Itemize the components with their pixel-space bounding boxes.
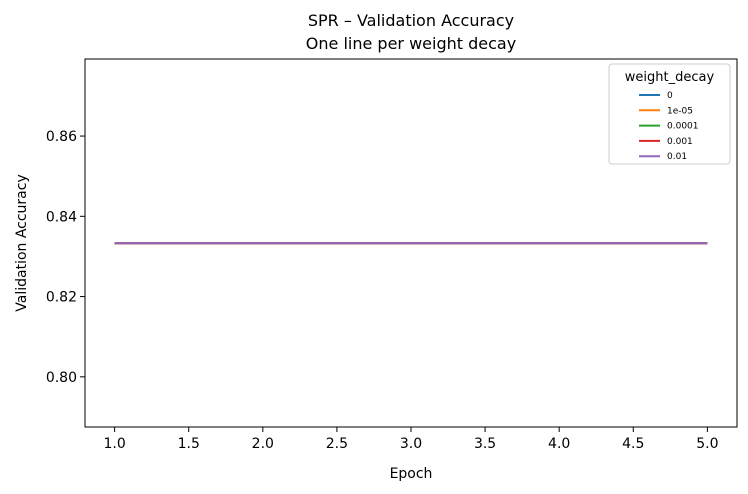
x-tick-label: 4.0	[548, 436, 570, 452]
y-axis: 0.80 0.82 0.84 0.86	[46, 129, 85, 386]
y-axis-label: Validation Accuracy	[14, 174, 30, 312]
legend-label: 0.01	[667, 152, 687, 162]
x-tick-label: 3.0	[400, 436, 422, 452]
legend-label: 1e-05	[667, 106, 693, 116]
x-tick-label: 1.5	[178, 436, 200, 452]
legend-label: 0	[667, 91, 673, 101]
x-tick-label: 4.5	[622, 436, 644, 452]
legend-label: 0.0001	[667, 122, 699, 132]
legend-title: weight_decay	[625, 70, 715, 85]
y-tick-label: 0.82	[46, 290, 77, 306]
chart-title: SPR – Validation Accuracy	[308, 11, 514, 30]
y-tick-label: 0.84	[46, 209, 77, 225]
x-tick-label: 5.0	[696, 436, 718, 452]
legend: weight_decay 0 1e-05 0.0001 0.001 0.01	[608, 63, 731, 165]
legend-entries: 0 1e-05 0.0001 0.001 0.01	[639, 91, 699, 162]
x-tick-label: 3.5	[474, 436, 496, 452]
x-tick-label: 2.0	[252, 436, 274, 452]
x-axis: 1.0 1.5 2.0 2.5 3.0 3.5 4.0 4.5 5.0	[104, 427, 718, 452]
x-axis-label: Epoch	[390, 466, 433, 482]
y-tick-label: 0.80	[46, 370, 77, 386]
y-tick-label: 0.86	[46, 129, 77, 145]
legend-box	[608, 63, 731, 165]
x-tick-label: 1.0	[104, 436, 126, 452]
chart-subtitle: One line per weight decay	[306, 34, 516, 53]
x-tick-label: 2.5	[326, 436, 348, 452]
legend-label: 0.001	[667, 137, 693, 147]
